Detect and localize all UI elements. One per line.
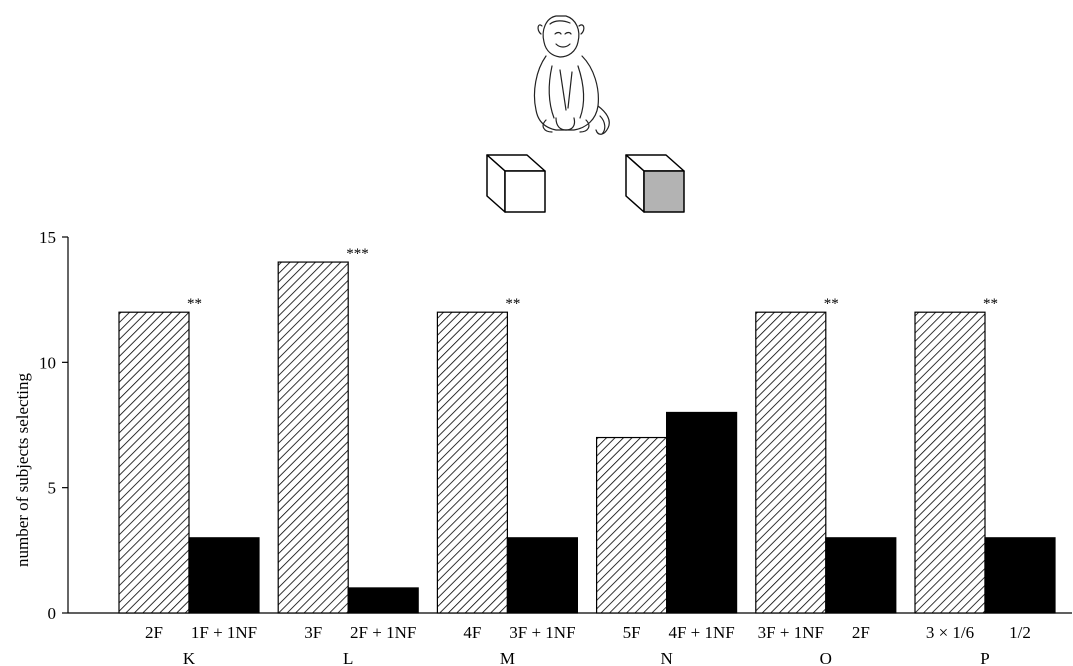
bar-option-label: 3 × 1/6	[926, 623, 974, 642]
monkey-illustration	[533, 15, 610, 135]
significance-label: **	[983, 296, 998, 312]
bar-o-hatched	[755, 311, 827, 614]
bar-option-label: 4F	[463, 623, 481, 642]
bar-option-label: 3F + 1NF	[758, 623, 824, 642]
group-label-o: O	[820, 649, 832, 666]
gray-box-illustration	[625, 154, 685, 213]
group-label-l: L	[343, 649, 353, 666]
plot-area: 0 5 10 15 2F 1F + 1NF ** K 3F 2F + 1NF *** L 4F 3F + …	[39, 228, 1056, 666]
bar-option-label: 2F	[145, 623, 163, 642]
y-tick-label: 10	[39, 353, 56, 372]
y-tick-label: 15	[39, 228, 56, 247]
bar-m-solid	[506, 537, 578, 614]
bar-k-hatched	[118, 311, 190, 614]
bar-option-label: 2F + 1NF	[350, 623, 416, 642]
bar-k-solid	[188, 537, 260, 614]
bar-option-label: 1F + 1NF	[191, 623, 257, 642]
bar-option-label: 1/2	[1009, 623, 1031, 642]
group-label-k: K	[183, 649, 196, 666]
bar-option-label: 3F + 1NF	[509, 623, 575, 642]
group-label-n: N	[660, 649, 672, 666]
significance-label: **	[187, 296, 202, 312]
significance-label: **	[824, 296, 839, 312]
bar-l-hatched	[277, 261, 349, 614]
bar-o-solid	[825, 537, 897, 614]
significance-label: **	[505, 296, 520, 312]
y-tick-label: 0	[48, 604, 57, 623]
bar-l-solid	[347, 587, 419, 614]
bar-n-solid	[665, 411, 738, 614]
significance-label: ***	[346, 246, 369, 262]
bar-option-label: 2F	[852, 623, 870, 642]
bar-m-hatched	[436, 311, 508, 614]
bar-p-solid	[984, 537, 1056, 614]
bar-option-label: 4F + 1NF	[668, 623, 734, 642]
y-axis-label: number of subjects selecting	[13, 372, 32, 567]
white-box-illustration	[486, 154, 546, 213]
bar-n-hatched	[595, 436, 668, 614]
bar-p-hatched	[914, 311, 986, 614]
group-label-m: M	[500, 649, 515, 666]
y-tick-label: 5	[48, 479, 57, 498]
bar-option-label: 5F	[623, 623, 641, 642]
bar-option-label: 3F	[304, 623, 322, 642]
group-label-p: P	[980, 649, 989, 666]
